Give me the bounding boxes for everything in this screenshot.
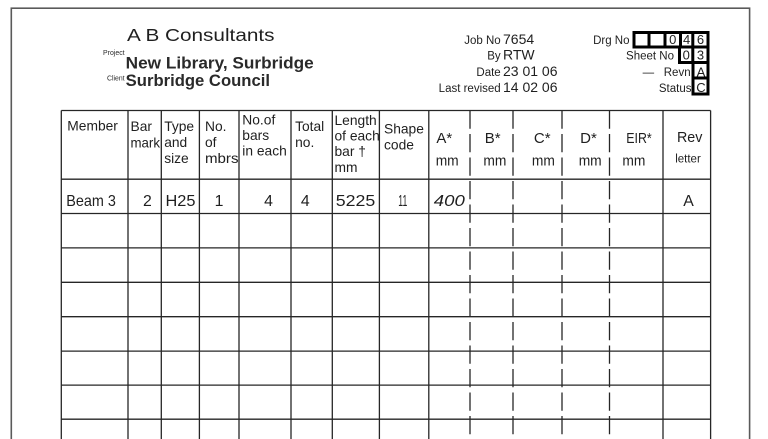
- svg-text:and: and: [164, 135, 187, 150]
- svg-text:Date: Date: [476, 67, 500, 79]
- svg-text:EIR*: EIR*: [626, 130, 652, 147]
- svg-text:Type: Type: [164, 119, 194, 134]
- svg-text:Bar: Bar: [131, 119, 153, 134]
- svg-text:A*: A*: [436, 130, 452, 147]
- svg-text:mark: mark: [131, 135, 161, 150]
- svg-text:C: C: [696, 80, 705, 95]
- svg-text:A B Consultants: A B Consultants: [127, 25, 275, 45]
- svg-text:A: A: [683, 193, 694, 210]
- svg-text:6: 6: [697, 32, 704, 47]
- svg-text:By: By: [487, 50, 501, 62]
- svg-text:3: 3: [697, 47, 704, 62]
- svg-text:mm: mm: [483, 153, 506, 169]
- svg-text:no.: no.: [295, 135, 314, 150]
- svg-text:Sheet No: Sheet No: [626, 50, 674, 62]
- svg-text:Shape: Shape: [384, 121, 424, 136]
- svg-text:Job No: Job No: [464, 35, 500, 47]
- svg-text:of each: of each: [335, 129, 380, 144]
- svg-text:4: 4: [264, 193, 273, 210]
- svg-text:No.: No.: [205, 119, 226, 134]
- svg-text:2: 2: [143, 193, 152, 210]
- svg-text:in each: in each: [242, 144, 286, 159]
- svg-text:14 02 06: 14 02 06: [503, 79, 558, 95]
- svg-text:— Revn: — Revn: [643, 67, 691, 79]
- svg-text:4: 4: [683, 32, 690, 47]
- svg-text:bar †: bar †: [335, 144, 366, 159]
- svg-text:0: 0: [669, 32, 676, 47]
- svg-text:mm: mm: [579, 153, 602, 169]
- svg-text:mm: mm: [532, 153, 555, 169]
- svg-text:B*: B*: [485, 130, 501, 147]
- svg-text:bars: bars: [242, 128, 269, 143]
- svg-text:23 01 06: 23 01 06: [503, 63, 558, 79]
- svg-text:11: 11: [398, 193, 407, 210]
- svg-text:Total: Total: [295, 119, 324, 134]
- svg-text:mm: mm: [436, 153, 459, 169]
- svg-text:A: A: [697, 65, 706, 80]
- svg-text:7654: 7654: [503, 31, 534, 47]
- svg-text:5225: 5225: [336, 193, 376, 210]
- svg-text:H25: H25: [166, 193, 196, 210]
- svg-text:Drg No: Drg No: [593, 35, 629, 47]
- svg-text:size: size: [164, 151, 189, 166]
- svg-text:Rev: Rev: [677, 130, 703, 146]
- svg-text:No.of: No.of: [242, 112, 275, 127]
- svg-text:Client: Client: [107, 74, 125, 83]
- svg-text:RTW: RTW: [503, 46, 535, 62]
- svg-text:Status: Status: [659, 83, 692, 95]
- svg-text:Beam 3: Beam 3: [66, 193, 116, 210]
- svg-text:4: 4: [301, 193, 310, 210]
- svg-text:400: 400: [434, 193, 465, 210]
- svg-text:Surbridge Council: Surbridge Council: [126, 72, 270, 90]
- svg-text:1: 1: [215, 193, 224, 210]
- svg-text:Project: Project: [103, 48, 125, 57]
- svg-text:Last revised: Last revised: [439, 83, 501, 95]
- svg-text:mbrs: mbrs: [205, 151, 239, 166]
- svg-text:mm: mm: [335, 160, 358, 175]
- svg-text:New Library, Surbridge: New Library, Surbridge: [126, 54, 314, 72]
- svg-text:code: code: [384, 137, 414, 152]
- svg-text:letter: letter: [675, 154, 701, 166]
- svg-text:D*: D*: [580, 130, 597, 147]
- svg-text:of: of: [205, 135, 217, 150]
- svg-text:0: 0: [683, 47, 690, 62]
- svg-text:Length: Length: [335, 113, 377, 128]
- svg-text:mm: mm: [622, 153, 645, 169]
- svg-text:C*: C*: [534, 130, 551, 147]
- svg-text:Member: Member: [67, 118, 118, 133]
